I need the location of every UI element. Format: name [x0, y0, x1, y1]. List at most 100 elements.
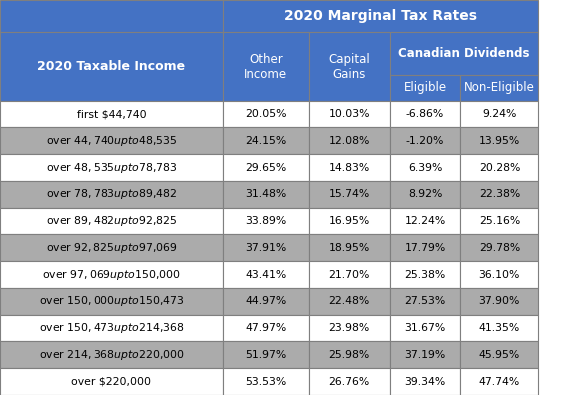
Bar — [0, 235, 223, 261]
Bar — [390, 128, 460, 154]
Text: 47.74%: 47.74% — [479, 376, 520, 387]
Bar — [223, 101, 309, 128]
Text: 20.05%: 20.05% — [245, 109, 287, 119]
Bar — [460, 261, 538, 288]
Bar — [0, 368, 223, 395]
Bar — [309, 342, 390, 368]
Bar — [309, 368, 390, 395]
Text: 22.48%: 22.48% — [328, 296, 370, 307]
Bar — [460, 154, 538, 181]
Text: first $44,740: first $44,740 — [76, 109, 146, 119]
Text: 29.78%: 29.78% — [479, 243, 520, 253]
Bar — [0, 288, 223, 315]
Text: 37.91%: 37.91% — [245, 243, 287, 253]
Bar — [460, 75, 538, 101]
Text: 16.95%: 16.95% — [328, 216, 370, 226]
Text: 15.74%: 15.74% — [328, 189, 370, 199]
Bar — [0, 208, 223, 235]
Text: 27.53%: 27.53% — [404, 296, 446, 307]
Bar — [460, 181, 538, 208]
Bar — [223, 0, 538, 32]
Text: 23.98%: 23.98% — [328, 323, 370, 333]
Text: 25.16%: 25.16% — [479, 216, 520, 226]
Bar — [460, 368, 538, 395]
Text: -6.86%: -6.86% — [406, 109, 444, 119]
Bar — [309, 128, 390, 154]
Bar — [309, 32, 390, 101]
Bar — [0, 154, 223, 181]
Text: Eligible: Eligible — [404, 81, 446, 94]
Text: 12.24%: 12.24% — [404, 216, 446, 226]
Bar — [309, 208, 390, 235]
Bar — [460, 208, 538, 235]
Text: over $92,825 up to $97,069: over $92,825 up to $97,069 — [46, 241, 177, 255]
Bar — [460, 288, 538, 315]
Bar — [390, 288, 460, 315]
Text: 12.08%: 12.08% — [328, 136, 370, 146]
Text: 24.15%: 24.15% — [245, 136, 287, 146]
Bar — [223, 315, 309, 342]
Bar — [223, 154, 309, 181]
Bar — [390, 315, 460, 342]
Text: over $78,783 up to $89,482: over $78,783 up to $89,482 — [46, 187, 177, 201]
Bar — [309, 154, 390, 181]
Bar — [390, 208, 460, 235]
Text: 41.35%: 41.35% — [479, 323, 520, 333]
Bar — [390, 101, 460, 128]
Text: 31.48%: 31.48% — [245, 189, 287, 199]
Text: 25.38%: 25.38% — [404, 270, 446, 280]
Text: -1.20%: -1.20% — [406, 136, 444, 146]
Text: 43.41%: 43.41% — [245, 270, 287, 280]
Bar — [309, 101, 390, 128]
Bar — [390, 75, 460, 101]
Text: Canadian Dividends: Canadian Dividends — [398, 47, 530, 60]
Text: 51.97%: 51.97% — [245, 350, 287, 360]
Bar — [309, 235, 390, 261]
Text: over $48,535 up to $78,783: over $48,535 up to $78,783 — [46, 161, 177, 175]
Bar — [0, 128, 223, 154]
Text: 22.38%: 22.38% — [479, 189, 520, 199]
Text: 36.10%: 36.10% — [479, 270, 520, 280]
Text: 8.92%: 8.92% — [408, 189, 442, 199]
Text: 44.97%: 44.97% — [245, 296, 287, 307]
Bar — [223, 261, 309, 288]
Bar — [223, 235, 309, 261]
Text: over $214,368 up to $220,000: over $214,368 up to $220,000 — [39, 348, 184, 362]
Text: 45.95%: 45.95% — [479, 350, 520, 360]
Text: 37.90%: 37.90% — [479, 296, 520, 307]
Text: 37.19%: 37.19% — [404, 350, 446, 360]
Text: over $97,069 up to $150,000: over $97,069 up to $150,000 — [42, 268, 181, 282]
Text: 17.79%: 17.79% — [404, 243, 446, 253]
Text: over $150,000 up to $150,473: over $150,000 up to $150,473 — [39, 294, 184, 308]
Text: 39.34%: 39.34% — [404, 376, 446, 387]
Bar — [390, 181, 460, 208]
Text: 6.39%: 6.39% — [408, 163, 442, 173]
Bar — [390, 32, 538, 75]
Text: 29.65%: 29.65% — [245, 163, 287, 173]
Bar — [223, 128, 309, 154]
Bar — [460, 235, 538, 261]
Bar — [0, 0, 223, 32]
Bar — [309, 315, 390, 342]
Bar — [0, 342, 223, 368]
Text: Other
Income: Other Income — [244, 53, 287, 81]
Bar — [0, 261, 223, 288]
Bar — [460, 315, 538, 342]
Text: 31.67%: 31.67% — [404, 323, 446, 333]
Text: over $150,473 up to $214,368: over $150,473 up to $214,368 — [39, 321, 184, 335]
Bar — [0, 32, 223, 101]
Text: 26.76%: 26.76% — [328, 376, 370, 387]
Text: 47.97%: 47.97% — [245, 323, 287, 333]
Bar — [390, 368, 460, 395]
Bar — [390, 261, 460, 288]
Text: over $44,740 up to $48,535: over $44,740 up to $48,535 — [46, 134, 177, 148]
Text: 2020 Marginal Tax Rates: 2020 Marginal Tax Rates — [284, 9, 477, 23]
Text: 25.98%: 25.98% — [328, 350, 370, 360]
Bar — [309, 261, 390, 288]
Bar — [0, 181, 223, 208]
Text: 10.03%: 10.03% — [328, 109, 370, 119]
Text: 21.70%: 21.70% — [328, 270, 370, 280]
Bar — [0, 315, 223, 342]
Text: over $220,000: over $220,000 — [71, 376, 152, 387]
Bar — [460, 342, 538, 368]
